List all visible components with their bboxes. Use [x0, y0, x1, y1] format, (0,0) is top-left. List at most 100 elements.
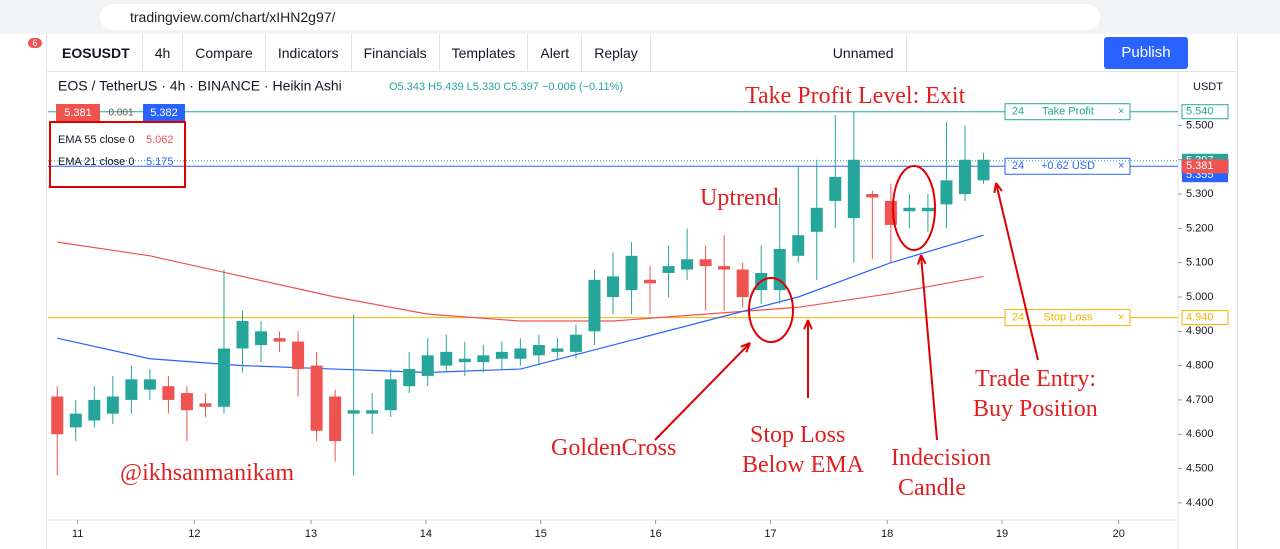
- annotation: @ikhsanmanikam: [120, 460, 294, 486]
- indicator-label: EMA 21 close 0: [58, 156, 134, 168]
- price-tag: [1182, 159, 1228, 174]
- url[interactable]: tradingview.com/chart/xIHN2g97/: [100, 4, 1100, 30]
- candle-body: [458, 358, 471, 363]
- y-tick-label: 5.500: [1186, 119, 1214, 131]
- annotation: Trade Entry:: [975, 366, 1096, 392]
- candle-body: [384, 379, 397, 411]
- candle-body: [884, 200, 897, 225]
- x-tick-label: 14: [420, 528, 432, 540]
- candle-body: [125, 379, 138, 400]
- level-box: [1004, 309, 1131, 327]
- level-text: +0.62 USD: [1041, 160, 1095, 172]
- level-qty: 24: [1012, 106, 1024, 118]
- y-tick-label: 5.100: [1186, 257, 1214, 269]
- level-box: [1004, 103, 1131, 121]
- candle-body: [88, 399, 101, 421]
- price-tag-label: 5.381: [1186, 160, 1214, 172]
- annotation: Stop Loss: [750, 422, 845, 448]
- ask-box: [143, 104, 185, 121]
- spread: 0.001: [108, 108, 133, 119]
- candle-body: [347, 410, 360, 414]
- candle-body: [810, 207, 823, 232]
- interval[interactable]: 4h: [143, 33, 184, 72]
- candle-body: [199, 403, 212, 407]
- candle-body: [366, 410, 379, 414]
- candle-body: [69, 413, 82, 428]
- annotation: Below EMA: [742, 452, 865, 478]
- candle-body: [940, 180, 953, 205]
- toolbar: EOSUSDT 4h Compare Indicators Financials…: [0, 33, 1280, 72]
- bid: 5.381: [64, 107, 92, 119]
- symbol[interactable]: EOSUSDT: [50, 33, 143, 72]
- candle-body: [310, 365, 323, 431]
- level-close: ×: [1118, 106, 1124, 118]
- ask: 5.382: [150, 107, 178, 119]
- layout[interactable]: Unnamed: [821, 33, 907, 72]
- y-tick-label: 4.900: [1186, 325, 1214, 337]
- y-tick-label: 4.800: [1186, 360, 1214, 372]
- tool[interactable]: Indicators: [266, 33, 352, 72]
- tool[interactable]: Alert: [528, 33, 583, 72]
- y-tick-label: 4.400: [1186, 497, 1214, 509]
- level-text: Stop Loss: [1044, 311, 1093, 323]
- ema-line: [57, 234, 984, 374]
- level-close: ×: [1118, 311, 1124, 323]
- candle-body: [662, 266, 675, 273]
- candle-body: [329, 396, 342, 442]
- ema-line: [57, 241, 984, 322]
- left-toolbar: 6: [0, 34, 47, 549]
- y-tick-label: 5.200: [1186, 222, 1214, 234]
- candle-body: [607, 276, 619, 297]
- candle-body: [644, 279, 657, 284]
- annotation: Buy Position: [973, 396, 1098, 422]
- candle-body: [625, 255, 638, 291]
- arrow: [920, 254, 938, 441]
- candle-body: [292, 341, 305, 370]
- tool[interactable]: Financials: [352, 33, 440, 72]
- y-tick-label: 4.700: [1186, 394, 1214, 406]
- tool[interactable]: Templates: [440, 33, 529, 72]
- browser-bar: tradingview.com/chart/xIHN2g97/: [0, 0, 1280, 34]
- y-tick-label: 4.500: [1186, 462, 1214, 474]
- tool[interactable]: Compare: [183, 33, 266, 72]
- candle-body: [958, 159, 971, 195]
- candle-body: [551, 348, 564, 352]
- badge: 6: [28, 38, 42, 48]
- candle-body: [180, 393, 193, 411]
- candle-body: [977, 159, 990, 181]
- circle-mark: [748, 277, 794, 343]
- x-tick-label: 20: [1113, 528, 1125, 540]
- tool[interactable]: Replay: [582, 33, 651, 72]
- annotation: Take Profit Level: Exit: [745, 83, 966, 109]
- level-price-box: [1181, 310, 1229, 326]
- candle-body: [495, 351, 508, 359]
- x-tick-label: 17: [764, 528, 776, 540]
- candle-body: [569, 334, 582, 352]
- annotation: GoldenCross: [551, 435, 676, 461]
- candle-body: [236, 321, 249, 349]
- candle-body: [847, 159, 860, 219]
- candle-body: [792, 235, 805, 256]
- arrow: [654, 342, 751, 441]
- candle-body: [699, 259, 712, 267]
- legend-ohlc: O5.343 H5.439 L5.330 C5.397 −0.006 (−0.1…: [389, 81, 623, 93]
- indicator-value: 5.175: [146, 156, 174, 168]
- candle-body: [681, 259, 694, 270]
- candle-body: [921, 207, 934, 212]
- candle-body: [588, 279, 601, 332]
- annotation: Candle: [898, 475, 966, 501]
- candle-body: [440, 351, 453, 366]
- annotation: Indecision: [891, 445, 991, 471]
- bid-box: [56, 104, 100, 121]
- publish-button[interactable]: Publish: [1104, 37, 1188, 69]
- right-toolbar: [1237, 34, 1280, 549]
- level-text: Take Profit: [1042, 106, 1094, 118]
- x-tick-label: 11: [72, 528, 83, 540]
- level-price: 4.940: [1186, 311, 1214, 323]
- x-tick-label: 19: [996, 528, 1008, 540]
- x-tick-label: 15: [535, 528, 547, 540]
- highlight-box: [49, 121, 186, 188]
- x-tick-label: 13: [305, 528, 317, 540]
- indicator-label: EMA 55 close 0: [58, 134, 134, 146]
